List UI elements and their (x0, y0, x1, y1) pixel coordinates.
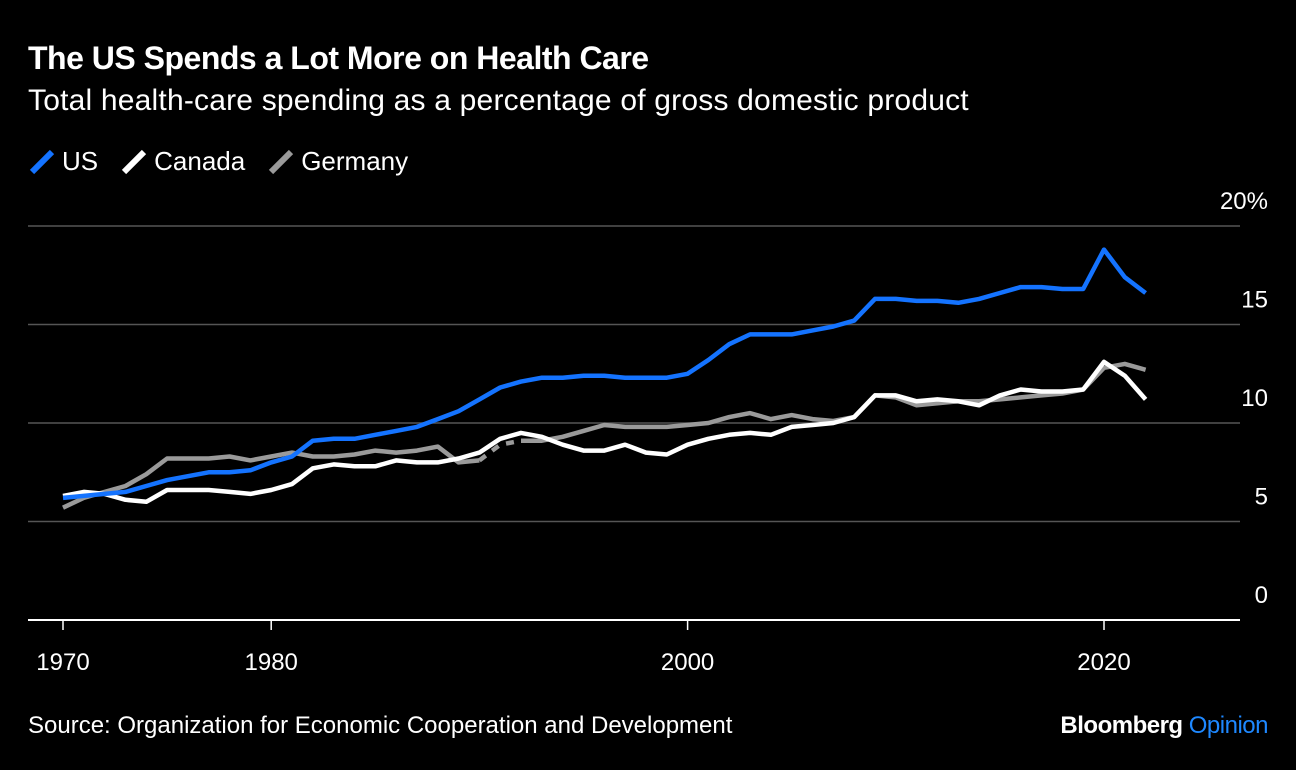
x-tick-label: 1970 (36, 649, 89, 676)
legend-swatch-canada (122, 149, 147, 174)
y-tick-label: 10 (1241, 385, 1268, 412)
legend: US Canada Germany (28, 146, 430, 177)
legend-swatch-canada-line (122, 149, 147, 174)
legend-swatch-us (29, 149, 55, 174)
legend-label-canada: Canada (154, 146, 246, 176)
x-tick-label: 1980 (245, 649, 298, 676)
legend-label-germany: Germany (301, 146, 409, 176)
legend-item-germany: Germany (267, 146, 408, 177)
series-lines (62, 247, 1148, 510)
series-us-line (62, 247, 1147, 501)
series-canada-line (62, 359, 1148, 505)
legend-swatch-germany-line (269, 149, 294, 174)
legend-item-us: US (28, 146, 98, 177)
y-tick-label: 20% (1220, 188, 1268, 215)
series-us (62, 247, 1147, 501)
legend-swatch-us-line (29, 149, 55, 174)
x-tick-label: 2020 (1077, 649, 1130, 676)
chart-title: The US Spends a Lot More on Health Care (28, 40, 649, 76)
y-tick-label: 15 (1241, 287, 1268, 314)
x-tick-label: 2000 (661, 649, 714, 676)
y-axis-tick-labels: 0 5 10 15 20% (1220, 188, 1268, 609)
y-tick-label: 0 (1255, 582, 1268, 609)
y-tick-label: 5 (1255, 484, 1268, 511)
gridlines (28, 225, 1240, 621)
legend-label-us: US (62, 146, 99, 176)
brand-accent: Opinion (1188, 712, 1269, 739)
series-germany (62, 361, 1147, 510)
brand-main: Bloomberg (1060, 712, 1183, 739)
series-germany-line-pre-1990 (62, 444, 480, 510)
series-canada (62, 359, 1148, 505)
brand-logo: Bloomberg Opinion (1060, 712, 1268, 740)
legend-item-canada: Canada (120, 146, 245, 177)
chart-subtitle: Total health-care spending as a percenta… (28, 84, 969, 117)
source-note: Source: Organization for Economic Cooper… (28, 712, 733, 739)
legend-swatch-germany (269, 149, 294, 174)
x-axis: 1970 1980 2000 2020 (36, 620, 1131, 676)
line-chart: 0 5 10 15 20% 1970 1980 2000 2020 (28, 188, 1268, 676)
